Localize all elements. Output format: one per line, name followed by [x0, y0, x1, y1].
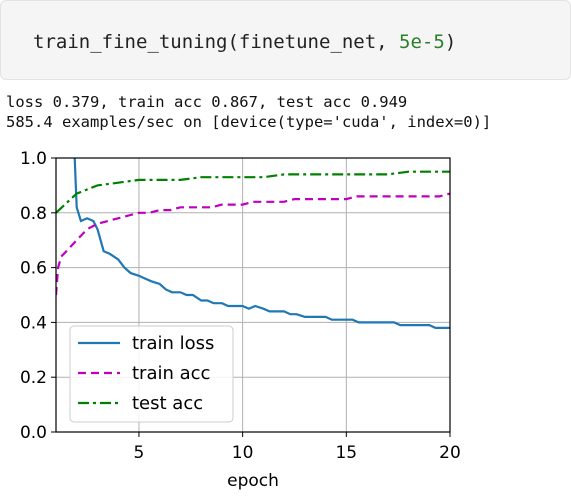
code-number: 5e-5: [399, 31, 445, 53]
x-axis-label: epoch: [227, 471, 279, 491]
x-tick-label: 5: [134, 443, 145, 463]
x-tick-label: 15: [335, 443, 357, 463]
series-line-test-acc: [56, 170, 450, 214]
y-tick-label: 0.6: [20, 259, 47, 279]
code-cell: train_fine_tuning(finetune_net, 5e-5): [0, 0, 571, 80]
output-line-2: 585.4 examples/sec on [device(type='cuda…: [6, 113, 492, 131]
code-line: train_fine_tuning(finetune_net, 5e-5): [33, 31, 456, 53]
legend-label: train loss: [132, 333, 214, 354]
code-prefix: train_fine_tuning(finetune_net,: [33, 31, 400, 53]
y-tick-label: 0.8: [20, 204, 47, 224]
series-line-train-loss: [73, 158, 450, 329]
x-tick-label: 10: [232, 443, 254, 463]
output-line-1: loss 0.379, train acc 0.867, test acc 0.…: [6, 93, 408, 111]
series-line-train-acc: [56, 192, 450, 296]
training-chart: 5 10 15 20 0.0 0.2 0.4 0.6 0.8 1.0 epoch train loss…: [20, 149, 461, 491]
y-tick-label: 0.2: [20, 368, 47, 388]
y-tick-label: 0.0: [20, 423, 47, 443]
legend-box: [69, 325, 234, 423]
legend-label: test acc: [132, 393, 203, 414]
x-tick-label: 20: [439, 443, 461, 463]
legend-label: train acc: [132, 363, 210, 384]
plot-frame: [55, 157, 451, 433]
output-text: loss 0.379, train acc 0.867, test acc 0.…: [6, 92, 491, 132]
y-tick-label: 1.0: [20, 149, 47, 169]
code-suffix: ): [444, 31, 457, 53]
y-tick-label: 0.4: [20, 313, 47, 333]
